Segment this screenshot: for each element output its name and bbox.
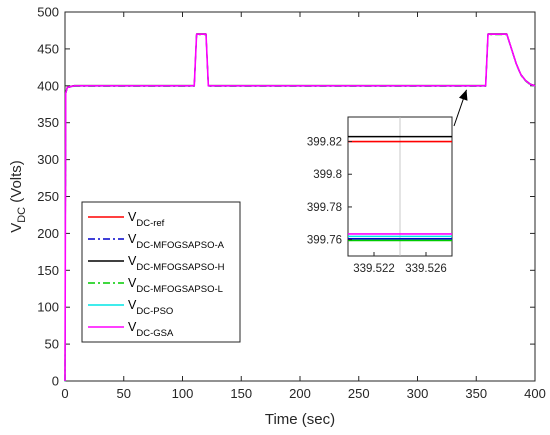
legend-label: VDC-MFOGSAPSO-L <box>128 276 223 295</box>
x-axis-label: Time (sec) <box>265 411 335 428</box>
ticks-layer: 0 50 100 150 200 250 300 350 400 0 50 100 150 200 250 3… <box>37 5 546 402</box>
legend-label: VDC-GSA <box>128 320 174 339</box>
y-tick-label: 500 <box>37 5 59 20</box>
inset-y-tick-label: 399.76 <box>307 235 342 247</box>
legend-label: VDC-ref <box>128 210 165 229</box>
inset-x-tick-label: 339.526 <box>405 263 447 275</box>
x-tick-label: 100 <box>172 386 194 401</box>
x-tick-label: 350 <box>465 386 487 401</box>
y-axis-label-main: V <box>8 223 25 233</box>
x-tick-label: 0 <box>61 386 68 401</box>
annotation-arrow-head <box>458 89 468 101</box>
series-line-dc-gsa <box>64 33 536 382</box>
zoom-annotation-arrow <box>453 89 468 127</box>
y-axis-label: VDC (Volts) <box>8 160 28 233</box>
x-tick-label: 200 <box>289 386 311 401</box>
x-tick-label: 50 <box>117 386 131 401</box>
inset-y-tick-label: 399.78 <box>307 202 342 214</box>
y-tick-label: 200 <box>37 226 59 241</box>
y-tick-label: 100 <box>37 300 59 315</box>
inset-x-tick-label: 339.522 <box>353 263 395 275</box>
y-tick-label: 0 <box>52 374 59 389</box>
y-tick-label: 400 <box>37 78 59 93</box>
x-tick-label: 400 <box>524 386 546 401</box>
y-tick-label: 300 <box>37 152 59 167</box>
y-tick-label: 250 <box>37 189 59 204</box>
series-layer <box>64 33 536 382</box>
x-tick-label: 250 <box>348 386 370 401</box>
y-axis-label-sub: DC <box>16 207 28 223</box>
y-tick-label: 50 <box>45 337 59 352</box>
legend-box <box>81 201 241 343</box>
x-tick-label: 300 <box>407 386 429 401</box>
inset-y-tick-label: 399.8 <box>313 169 342 181</box>
x-tick-label: 150 <box>230 386 252 401</box>
y-tick-label: 150 <box>37 263 59 278</box>
legend-label: VDC-MFOGSAPSO-A <box>128 232 225 251</box>
inset-y-tick-label: 399.82 <box>307 137 342 149</box>
legend-label: VDC-PSO <box>128 298 173 317</box>
legend: VDC-ref VDC-MFOGSAPSO-A VDC-MFOGSAPSO-H VDC… <box>81 201 241 343</box>
y-tick-label: 450 <box>37 41 59 56</box>
y-tick-label: 350 <box>37 115 59 130</box>
y-axis-label-unit: (Volts) <box>8 160 25 207</box>
inset-zoom: 399.76 399.78 399.8 399.82 339.522 339.526 <box>307 116 453 275</box>
legend-label: VDC-MFOGSAPSO-H <box>128 254 225 273</box>
